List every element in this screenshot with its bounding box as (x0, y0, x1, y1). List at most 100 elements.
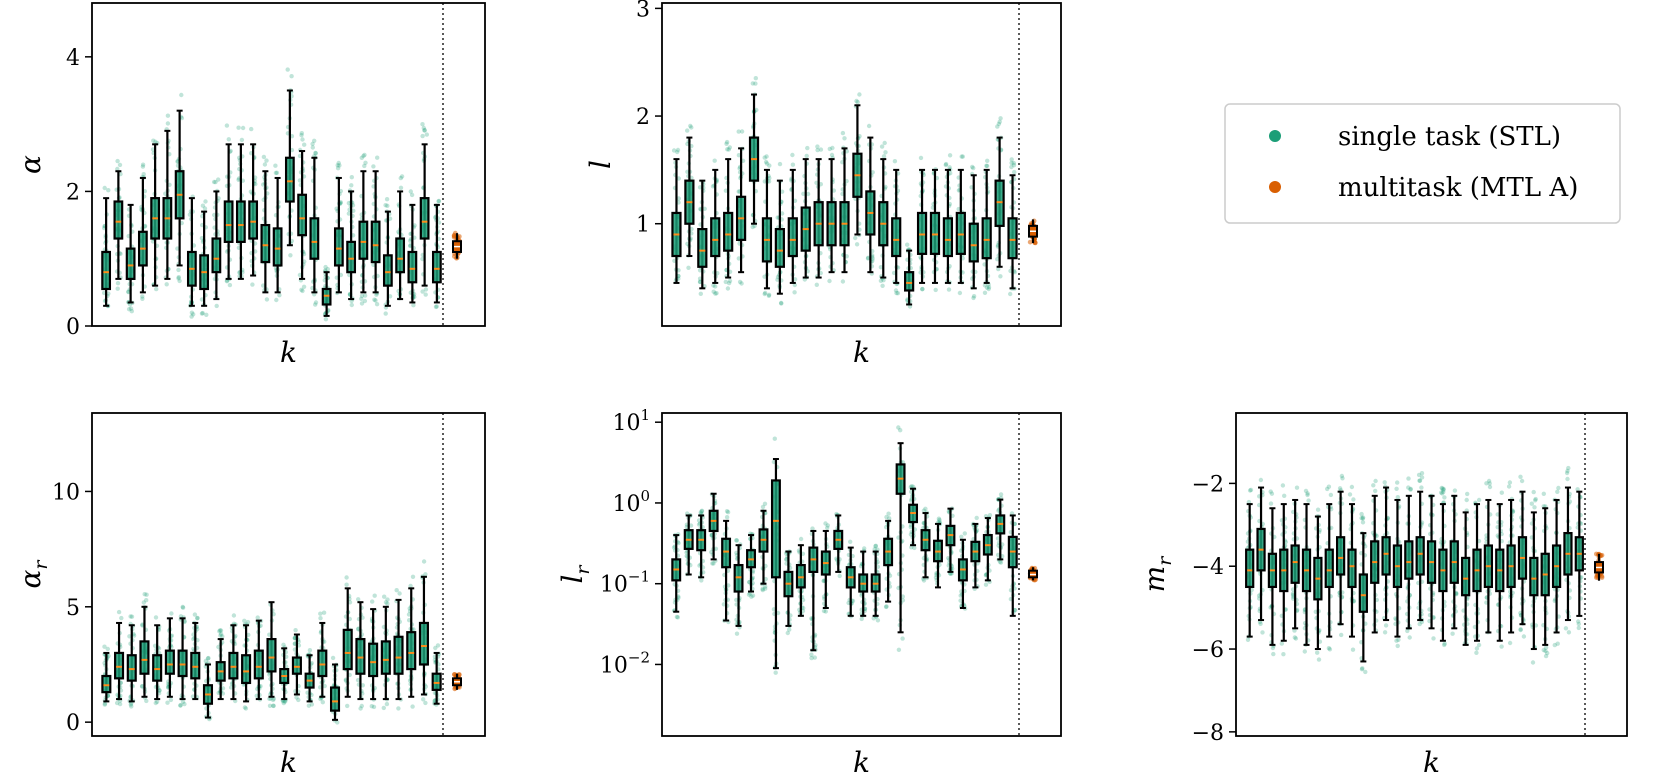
stl-sample-point (764, 154, 769, 159)
stl-sample-point (984, 163, 990, 169)
stl-box-6 (162, 113, 173, 287)
stl-sample-point (778, 300, 784, 306)
stl-sample-point (685, 128, 690, 133)
stl-sample-point (411, 303, 416, 308)
stl-sample-point (218, 631, 224, 637)
stl-sample-point (1339, 632, 1344, 638)
stl-sample-point (313, 300, 319, 305)
stl-sample-point (936, 516, 942, 521)
stl-sample-point (381, 705, 386, 711)
stl-sample-point (1360, 520, 1366, 525)
stl-iqr-box (721, 537, 732, 569)
stl-sample-point (1009, 160, 1014, 166)
stl-sample-point (176, 275, 181, 280)
stl-sample-point (151, 138, 156, 143)
stl-sample-point (676, 540, 681, 546)
stl-box-24 (382, 197, 393, 316)
stl-iqr-box (235, 200, 246, 243)
stl-sample-point (810, 526, 815, 531)
stl-sample-point (710, 184, 716, 189)
stl-sample-point (420, 122, 425, 127)
stl-sample-point (274, 297, 279, 303)
stl-sample-point (142, 223, 148, 229)
stl-box-28 (1551, 485, 1562, 648)
stl-sample-point (1327, 647, 1333, 652)
stl-sample-point (436, 198, 442, 204)
stl-sample-point (154, 286, 159, 292)
stl-box-1 (671, 532, 682, 620)
stl-box-12 (813, 144, 824, 287)
stl-iqr-box (368, 642, 379, 678)
stl-sample-point (190, 694, 196, 699)
stl-sample-point (102, 644, 107, 649)
stl-sample-point (734, 538, 739, 543)
stl-box-25 (981, 158, 992, 295)
stl-box-7 (177, 604, 188, 708)
stl-sample-point (310, 145, 315, 150)
stl-iqr-box (125, 247, 136, 280)
stl-box-14 (1392, 480, 1403, 649)
stl-sample-point (697, 276, 703, 281)
stl-sample-point (710, 561, 715, 566)
stl-sample-point (676, 196, 681, 201)
stl-sample-point (115, 166, 120, 172)
axes-frame (1235, 412, 1628, 737)
stl-sample-point (884, 604, 889, 609)
y-tick-label: 10−2 (600, 648, 650, 678)
stl-sample-point (893, 288, 899, 293)
stl-box-7 (1313, 507, 1323, 662)
stl-sample-point (1359, 667, 1365, 672)
stl-iqr-box (297, 193, 308, 237)
stl-sample-point (182, 701, 187, 707)
stl-sample-point (318, 611, 323, 616)
stl-sample-point (844, 149, 849, 154)
stl-box-15 (279, 642, 290, 706)
stl-sample-point (1292, 635, 1298, 640)
mtl-sample-point (1599, 575, 1605, 580)
stl-box-6 (164, 611, 175, 705)
stl-sample-point (397, 591, 402, 596)
stl-sample-point (1441, 487, 1446, 493)
stl-sample-point (204, 312, 209, 317)
stl-sample-point (892, 159, 898, 164)
stl-box-24 (968, 164, 979, 301)
stl-sample-point (909, 484, 914, 489)
stl-sample-point (106, 653, 111, 659)
stl-sample-point (895, 291, 901, 296)
stl-iqr-box (407, 250, 418, 284)
stl-sample-point (211, 179, 217, 185)
stl-sample-point (1484, 481, 1489, 486)
stl-iqr-box (190, 651, 201, 680)
stl-sample-point (300, 137, 305, 142)
stl-sample-point (1349, 484, 1355, 490)
stl-box-7 (748, 76, 760, 230)
mtl-box (451, 672, 462, 692)
stl-sample-point (809, 655, 814, 661)
stl-box-27 (1540, 491, 1550, 659)
stl-iqr-box (942, 217, 954, 258)
stl-box-16 (284, 67, 295, 258)
stl-sample-point (1347, 492, 1353, 497)
stl-sample-point (129, 309, 134, 314)
stl-sample-point (882, 140, 887, 146)
stl-sample-point (894, 290, 899, 296)
mtl-box (1027, 565, 1039, 583)
stl-sample-point (998, 274, 1003, 279)
stl-sample-point (790, 162, 796, 167)
stl-sample-point (1326, 484, 1332, 489)
stl-sample-point (766, 292, 772, 297)
stl-sample-point (1395, 495, 1401, 500)
stl-sample-point (274, 170, 280, 175)
stl-sample-point (224, 279, 230, 284)
stl-sample-point (115, 281, 121, 286)
stl-sample-point (1408, 486, 1413, 492)
stl-sample-point (423, 292, 428, 297)
stl-sample-point (206, 655, 211, 661)
stl-box-9 (1335, 473, 1346, 638)
stl-sample-point (202, 206, 208, 211)
legend-marker-mtl (1269, 181, 1281, 193)
stl-sample-point (1279, 641, 1285, 646)
stl-sample-point (772, 436, 777, 441)
stl-iqr-box (223, 200, 234, 243)
y-axis-label: α (14, 155, 47, 174)
